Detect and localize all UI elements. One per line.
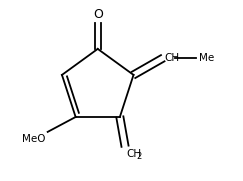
Text: CH: CH: [126, 149, 141, 159]
Text: O: O: [93, 8, 103, 21]
Text: Me: Me: [200, 53, 215, 63]
Text: 2: 2: [136, 152, 141, 161]
Text: MeO: MeO: [22, 134, 46, 144]
Text: CH: CH: [164, 53, 180, 63]
